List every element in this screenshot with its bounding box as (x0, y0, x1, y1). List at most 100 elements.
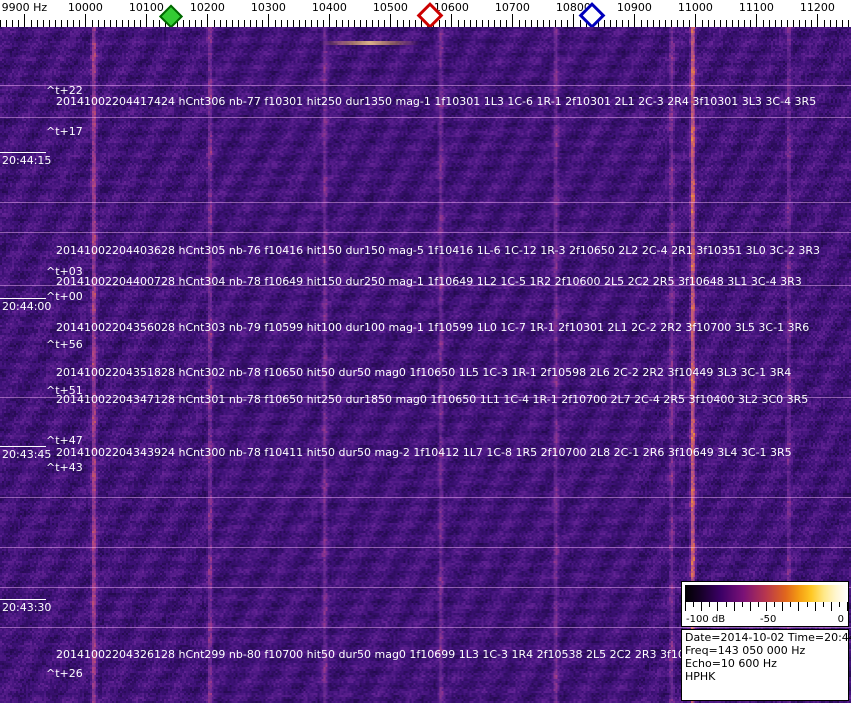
info-box: Date=2014-10-02 Time=20:44 UTC Freq=143 … (681, 629, 851, 701)
ruler-minor-tick (713, 20, 715, 27)
ruler-minor-tick (463, 20, 465, 27)
ruler-minor-tick (231, 20, 233, 27)
color-scale-tick (798, 602, 800, 611)
ruler-minor-tick (646, 20, 648, 27)
color-scale-tick (822, 602, 824, 607)
color-scale-tick (806, 602, 808, 607)
ruler-minor-tick (768, 20, 770, 27)
detection-record: 20141002204347128 hCnt301 nb-78 f10650 h… (56, 393, 809, 406)
carrier-line (439, 27, 442, 703)
waterfall-display[interactable]: 20:44:15 20:44:00 20:43:45 20:43:30 ^t+22 ^t… (0, 27, 851, 703)
ruler-minor-tick (305, 20, 306, 27)
carrier-line (670, 27, 673, 703)
ruler-minor-tick (823, 20, 825, 27)
color-scale-tick (685, 602, 686, 611)
ruler-minor-tick (652, 20, 654, 27)
time-gridline (0, 547, 851, 548)
ruler-minor-tick (408, 20, 410, 27)
ruler-minor-tick (0, 20, 1, 27)
timestamp-label: 20:44:15 (2, 154, 52, 167)
ruler-minor-tick (671, 20, 672, 27)
carrier-line (691, 27, 694, 703)
ruler-label: 11100 (738, 1, 774, 14)
echo-tick-mark: ^t+26 (46, 667, 83, 680)
ruler-label: 10400 (311, 1, 347, 14)
ruler-minor-tick (109, 20, 111, 27)
ruler-minor-tick (542, 20, 544, 27)
ruler-major-tick (695, 14, 697, 27)
ruler-minor-tick (115, 20, 117, 27)
ruler-label: 11000 (677, 1, 713, 14)
time-gridline (0, 587, 851, 588)
ruler-minor-tick (323, 20, 325, 27)
ruler-minor-tick (48, 20, 50, 27)
ruler-label: 10700 (494, 1, 530, 14)
carrier-line (787, 27, 790, 703)
ruler-minor-tick (494, 20, 496, 27)
ruler-minor-tick (420, 20, 422, 27)
ruler-minor-tick (732, 20, 733, 27)
ruler-minor-tick (317, 20, 319, 27)
ruler-minor-tick (835, 20, 837, 27)
time-gridline (0, 627, 851, 628)
ruler-minor-tick (311, 20, 313, 27)
time-gridline (0, 85, 851, 86)
ruler-minor-tick (201, 20, 203, 27)
color-scale-tick (709, 602, 711, 607)
color-scale-tick (693, 602, 695, 607)
color-scale-gradient (685, 585, 847, 602)
ruler-minor-tick (347, 20, 349, 27)
ruler-minor-tick (73, 20, 75, 27)
info-echo: Echo=10 600 Hz (685, 657, 777, 670)
ruler-minor-tick (256, 20, 258, 27)
ruler-minor-tick (500, 20, 502, 27)
ruler-minor-tick (42, 20, 44, 27)
echo-tick-mark: ^t+47 (46, 434, 83, 447)
ruler-label: 10600 (433, 1, 469, 14)
ruler-major-tick (817, 14, 819, 27)
ruler-minor-tick (762, 20, 764, 27)
color-scale-max-label: 0 (837, 614, 844, 625)
ruler-minor-tick (439, 20, 441, 27)
color-scale-tick (757, 602, 759, 607)
ruler-minor-tick (640, 20, 642, 27)
ruler-minor-tick (481, 20, 483, 27)
color-scale-legend: -100 dB -50 0 (681, 581, 849, 627)
ruler-minor-tick (134, 20, 136, 27)
time-gridline (0, 497, 851, 498)
ruler-minor-tick (372, 20, 374, 27)
ruler-major-tick (268, 14, 270, 27)
ruler-minor-tick (91, 20, 93, 27)
ruler-minor-tick (97, 20, 99, 27)
ruler-minor-tick (536, 20, 538, 27)
ruler-minor-tick (847, 20, 849, 27)
ruler-minor-tick (683, 20, 685, 27)
ruler-minor-tick (805, 20, 807, 27)
ruler-minor-tick (384, 20, 386, 27)
frequency-ruler[interactable]: 9900 Hz 10000 10100 10200 10300 10400 10500 106… (0, 0, 851, 29)
ruler-minor-tick (518, 20, 520, 27)
ruler-minor-tick (152, 20, 154, 27)
ruler-minor-tick (213, 20, 215, 27)
color-scale-ticks (685, 602, 848, 611)
time-gridline (0, 397, 851, 398)
ruler-minor-tick (555, 20, 557, 27)
echo-tick-mark: ^t+00 (46, 290, 83, 303)
ruler-minor-tick (567, 20, 569, 27)
ruler-minor-tick (366, 20, 367, 27)
ruler-major-tick (390, 14, 392, 27)
echo-tick-mark: ^t+22 (46, 84, 83, 97)
ruler-minor-tick (811, 20, 813, 27)
ruler-minor-tick (280, 20, 282, 27)
ruler-major-tick (85, 14, 87, 27)
ruler-minor-tick (61, 20, 62, 27)
ruler-major-tick (512, 14, 514, 27)
ruler-major-tick (329, 14, 331, 27)
ruler-minor-tick (725, 20, 727, 27)
color-scale-tick (717, 602, 719, 611)
time-gridline (0, 202, 851, 203)
timestamp-rule (0, 298, 46, 299)
ruler-minor-tick (793, 20, 794, 27)
color-scale-mid-label: -50 (760, 614, 777, 625)
